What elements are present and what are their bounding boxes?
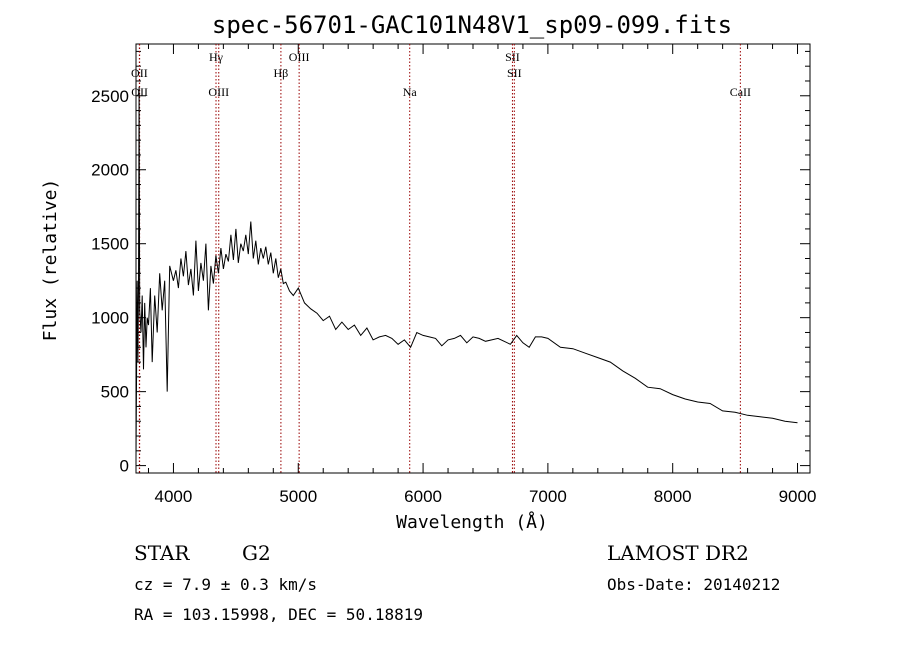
line-marker-label: CaII [730, 85, 751, 99]
x-tick-label: 9000 [779, 487, 817, 506]
y-tick-label: 1500 [91, 235, 129, 254]
object-class: STAR [134, 541, 190, 565]
y-tick-label: 2500 [91, 87, 129, 106]
line-marker-label: Na [403, 85, 418, 99]
y-tick-label: 500 [101, 383, 129, 402]
spectrum-line [135, 86, 798, 459]
y-axis-label: Flux (relative) [40, 179, 61, 342]
chart-title: spec-56701-GAC101N48V1_sp09-099.fits [212, 11, 732, 39]
x-tick-label: 7000 [529, 487, 567, 506]
line-marker-label: Hγ [209, 50, 224, 64]
object-subclass: G2 [242, 541, 271, 565]
x-tick-label: 4000 [155, 487, 193, 506]
line-marker-label: OIII [289, 50, 310, 64]
line-marker-label: OII [131, 85, 148, 99]
line-marker-label: OIII [208, 85, 229, 99]
line-marker-label: SII [505, 50, 520, 64]
coordinates: RA = 103.15998, DEC = 50.18819 [134, 605, 423, 624]
survey-name: LAMOST DR2 [607, 541, 749, 565]
x-axis-label: Wavelength (Å) [396, 511, 548, 533]
observation-date: Obs-Date: 20140212 [607, 575, 780, 594]
y-tick-label: 1000 [91, 309, 129, 328]
y-tick-label: 0 [120, 457, 129, 476]
plot-frame [135, 43, 811, 474]
redshift-cz: cz = 7.9 ± 0.3 km/s [134, 575, 317, 594]
x-tick-label: 5000 [279, 487, 317, 506]
plot-area: 4000 5000 6000 7000 8000 9000 0 500 1000 1500 2000… [91, 43, 816, 506]
axis-ticks: 4000 5000 6000 7000 8000 9000 0 500 1000 1500 2000… [91, 44, 816, 506]
x-tick-label: 6000 [404, 487, 442, 506]
line-marker-label: SII [507, 66, 522, 80]
x-tick-label: 8000 [654, 487, 692, 506]
y-tick-label: 2000 [91, 161, 129, 180]
line-marker-label: Hβ [274, 66, 289, 80]
